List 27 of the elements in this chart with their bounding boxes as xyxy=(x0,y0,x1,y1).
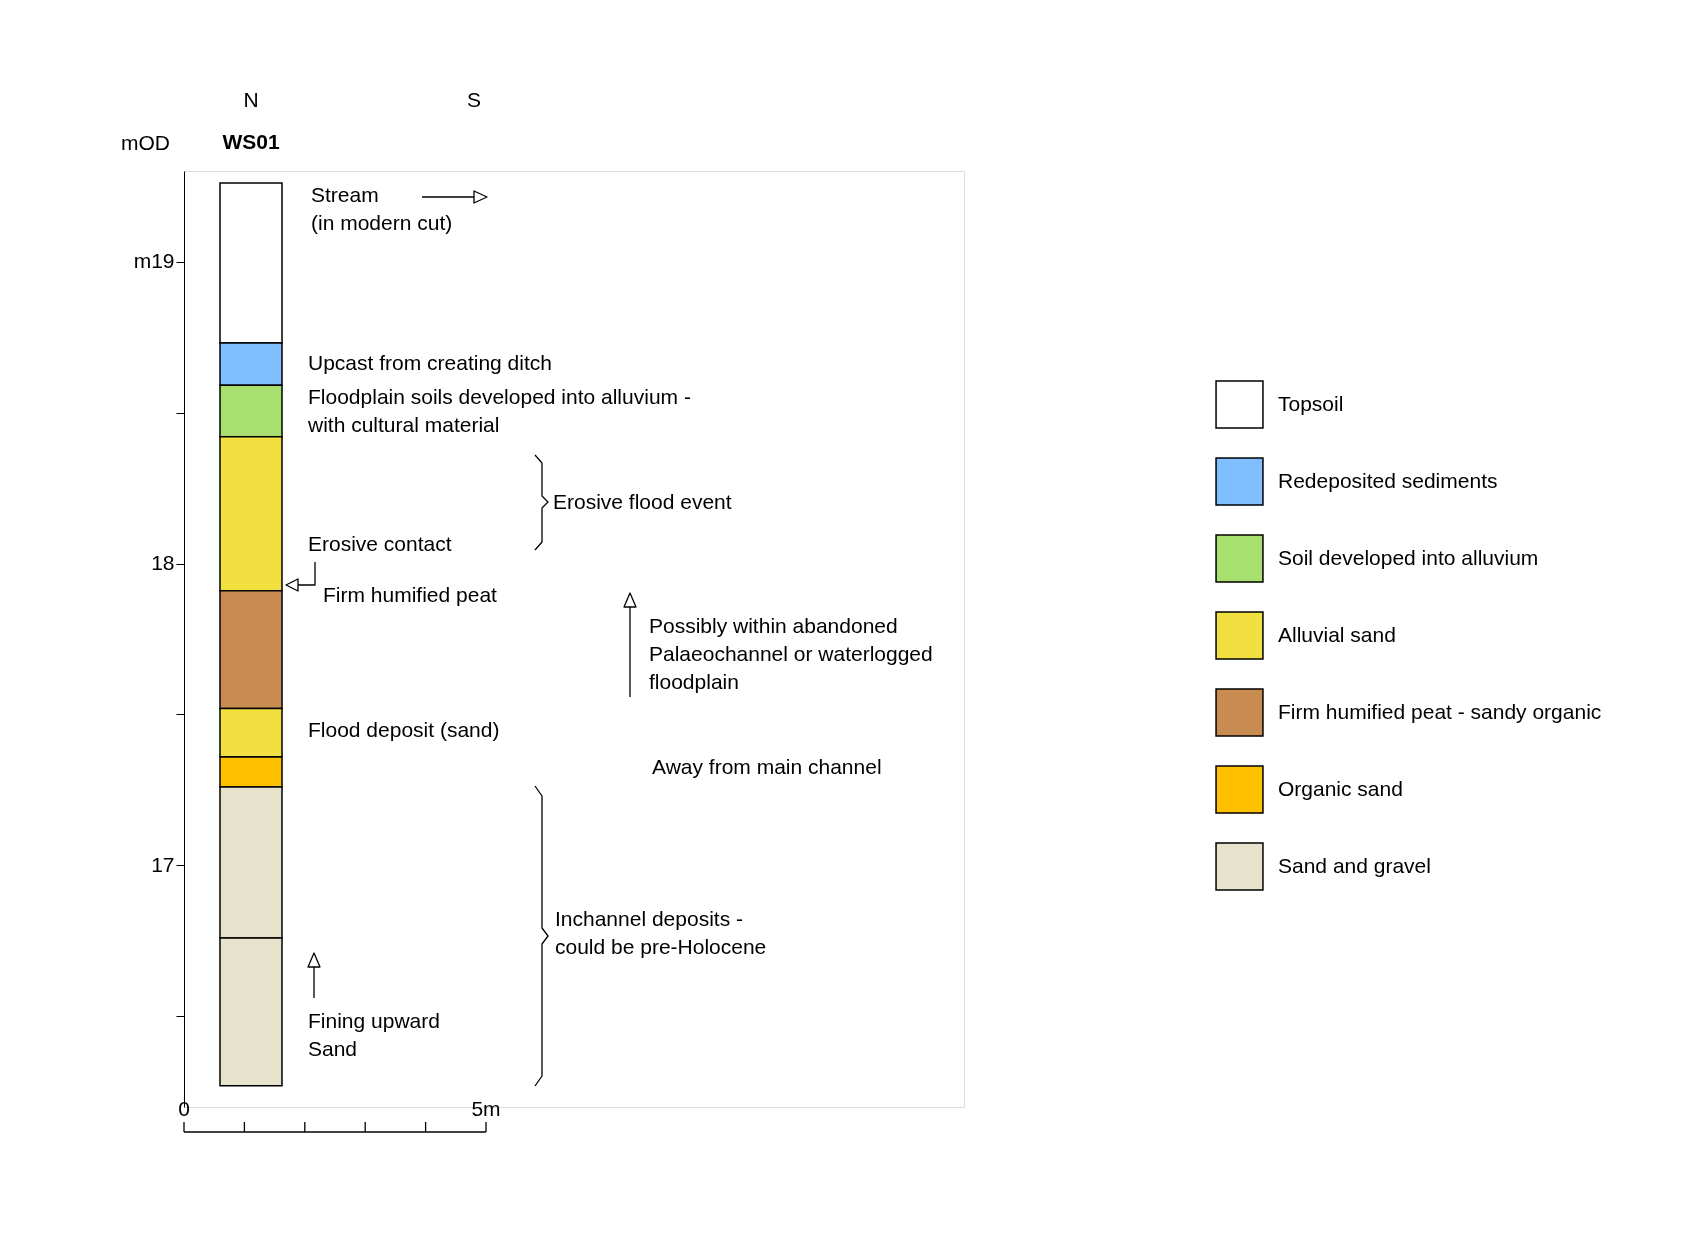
legend-label: Redeposited sediments xyxy=(1278,468,1498,492)
text: Firm humified peat xyxy=(323,583,498,606)
annotation: Upcast from creating ditch xyxy=(308,351,552,374)
legend-label: Soil developed into alluvium xyxy=(1278,545,1539,569)
legend-label: Organic sand xyxy=(1278,776,1403,800)
legend-label: Sand and gravel xyxy=(1278,853,1431,877)
y-tick-label: m19 xyxy=(133,249,175,273)
y-tick-label: 18 xyxy=(151,551,175,575)
text: Away from main channel xyxy=(652,755,882,778)
legend-label: Topsoil xyxy=(1278,391,1344,415)
annotation: Stream (in modern cut) xyxy=(311,183,453,234)
annotation: Flood deposit (sand) xyxy=(308,718,500,741)
annotation: 0 xyxy=(178,1097,190,1120)
text: N xyxy=(243,88,259,111)
annotation: Erosive contact xyxy=(308,532,452,555)
text: S xyxy=(466,88,482,111)
annotation: Floodplain soils developed into alluvium - with cultural material xyxy=(307,385,691,436)
y-tick-label: 17 xyxy=(151,852,175,876)
x-tick-label: WS01 xyxy=(222,130,280,153)
text: Erosive flood event xyxy=(553,490,732,513)
y-axis-title: mOD xyxy=(121,130,170,154)
text: Inchannel deposits - could be pre-Holocene xyxy=(555,907,767,958)
text: Possibly within abandoned Palaeochannel or waterlogged floodplain xyxy=(649,614,933,693)
text: 5m xyxy=(471,1097,501,1120)
legend-label: Firm humified peat - sandy organic xyxy=(1278,699,1602,723)
legend-label: Alluvial sand xyxy=(1278,622,1396,646)
annotation: Fining upward Sand xyxy=(308,1009,440,1060)
